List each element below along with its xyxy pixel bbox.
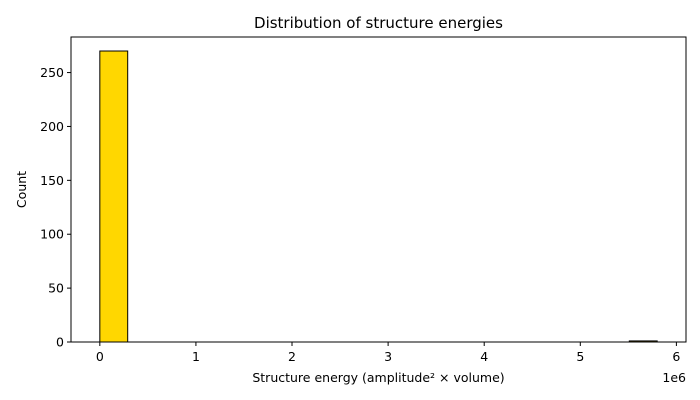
x-tick-label: 4 bbox=[480, 349, 488, 364]
plot-frame bbox=[70, 36, 687, 343]
y-tick-label: 250 bbox=[40, 65, 64, 80]
x-tick-label: 2 bbox=[288, 349, 296, 364]
x-axis-label: Structure energy (amplitude² × volume) bbox=[252, 370, 504, 385]
y-tick-label: 50 bbox=[48, 281, 64, 296]
histogram-bar bbox=[99, 50, 129, 343]
y-tick-label: 0 bbox=[56, 335, 64, 350]
x-tick-label: 5 bbox=[576, 349, 584, 364]
chart-title: Distribution of structure energies bbox=[254, 14, 503, 32]
bars-group bbox=[99, 50, 658, 343]
y-tick-label: 200 bbox=[40, 119, 64, 134]
y-axis-ticks: 0 50 100 150 200 250 bbox=[40, 65, 71, 350]
x-axis-offset-label: 1e6 bbox=[662, 370, 686, 385]
x-tick-label: 3 bbox=[384, 349, 392, 364]
y-tick-label: 150 bbox=[40, 173, 64, 188]
y-tick-label: 100 bbox=[40, 227, 64, 242]
x-tick-label: 6 bbox=[672, 349, 680, 364]
x-tick-label: 1 bbox=[192, 349, 200, 364]
y-axis-label: Count bbox=[14, 171, 29, 208]
x-tick-label: 0 bbox=[96, 349, 104, 364]
x-axis-ticks: 0 1 2 3 4 5 6 bbox=[96, 342, 680, 364]
